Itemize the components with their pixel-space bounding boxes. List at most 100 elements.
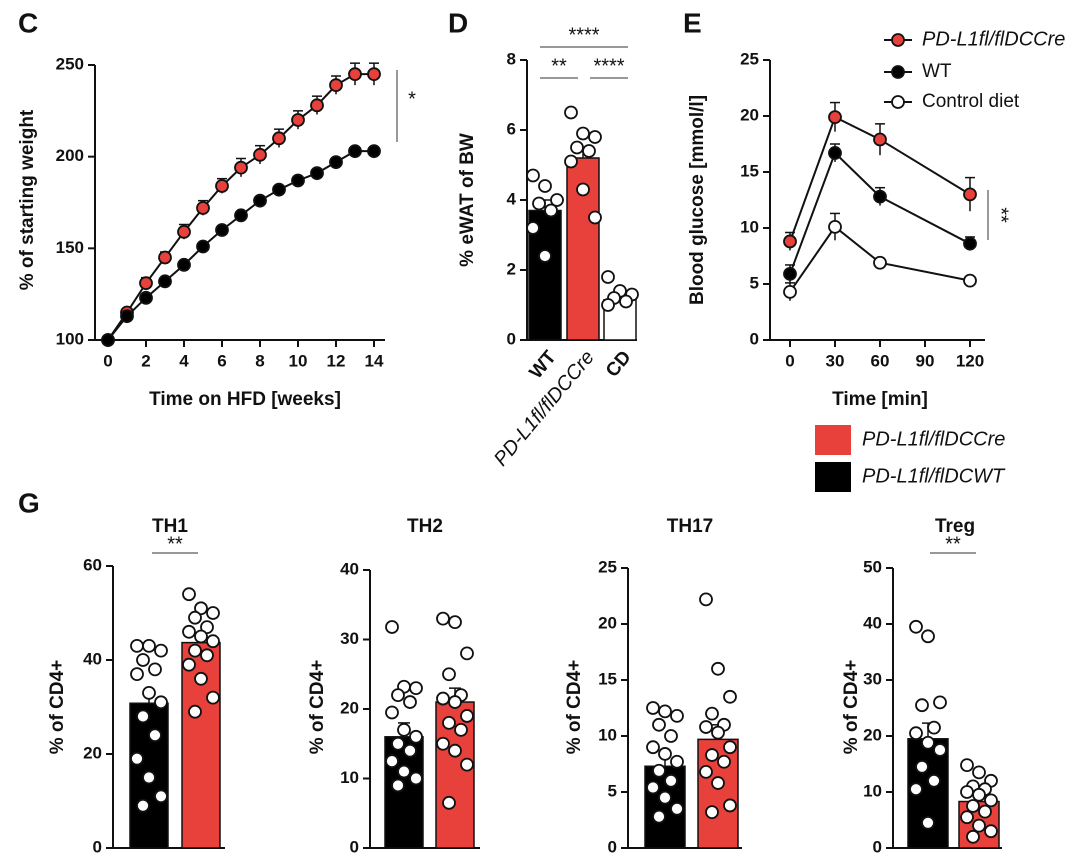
- data-point: [101, 333, 115, 347]
- data-point: [182, 624, 196, 639]
- bar: [435, 701, 475, 849]
- y-axis-label: % of CD4+: [564, 660, 585, 755]
- data-point: [927, 773, 941, 788]
- data-point: [664, 773, 678, 788]
- data-point: [253, 193, 267, 208]
- x-tick-label: 12: [327, 351, 346, 370]
- data-point: [927, 720, 941, 735]
- y-tick-label: 5: [750, 273, 759, 292]
- data-point: [915, 698, 929, 713]
- data-point: [234, 160, 248, 175]
- data-point: [348, 67, 362, 82]
- y-tick-label: 5: [608, 781, 617, 800]
- panel-title: TH17: [667, 516, 713, 537]
- x-tick-label: 120: [956, 351, 984, 370]
- data-point: [436, 611, 450, 626]
- data-point: [139, 290, 153, 305]
- data-point: [460, 646, 474, 661]
- x-tick-label: 0: [103, 351, 112, 370]
- significance-label: **: [551, 55, 567, 77]
- data-point: [699, 592, 713, 607]
- y-tick-label: 0: [93, 837, 102, 856]
- data-point: [646, 701, 660, 715]
- data-point: [188, 704, 202, 719]
- y-axis-label: % eWAT of BW: [457, 133, 478, 267]
- y-tick-label: 20: [863, 725, 882, 744]
- x-tick-label: 0: [785, 351, 794, 370]
- data-point: [699, 764, 713, 779]
- data-point: [711, 725, 725, 740]
- data-point: [966, 799, 980, 813]
- data-point: [206, 606, 220, 620]
- data-point: [272, 182, 286, 197]
- data-point: [538, 249, 552, 263]
- data-point: [873, 132, 887, 147]
- data-point: [403, 695, 417, 709]
- data-point: [177, 257, 191, 272]
- y-tick-label: 40: [863, 613, 882, 632]
- series-line: [107, 150, 374, 341]
- y-tick-label: 200: [56, 146, 84, 165]
- y-tick-label: 0: [608, 837, 617, 856]
- data-point: [723, 689, 737, 704]
- data-point: [972, 818, 986, 833]
- data-point: [436, 691, 450, 706]
- x-tick-label: 60: [871, 351, 890, 370]
- legend-marker: [891, 95, 905, 109]
- data-point: [828, 219, 842, 234]
- y-axis-label: % of CD4+: [841, 660, 862, 755]
- y-tick-label: 150: [56, 238, 84, 257]
- data-point: [711, 661, 725, 676]
- data-point: [136, 709, 150, 724]
- x-tick-label: 8: [255, 351, 264, 370]
- data-point: [409, 729, 423, 744]
- y-tick-label: 60: [83, 555, 102, 574]
- y-tick-label: 2: [507, 259, 516, 278]
- y-tick-label: 30: [340, 629, 359, 648]
- y-tick-label: 0: [350, 837, 359, 856]
- data-point: [972, 787, 986, 802]
- y-tick-label: 10: [863, 781, 882, 800]
- data-point: [194, 671, 208, 686]
- data-point: [933, 695, 947, 710]
- data-point: [921, 735, 935, 750]
- panel-title: Treg: [935, 516, 975, 537]
- data-point: [182, 587, 196, 602]
- series-line: [789, 151, 971, 275]
- data-point: [194, 629, 208, 644]
- x-tick-label: 6: [217, 351, 226, 370]
- y-tick-label: 10: [598, 725, 617, 744]
- data-point: [130, 639, 144, 653]
- significance-label: **: [990, 207, 1012, 223]
- data-point: [783, 267, 797, 281]
- data-point: [188, 643, 202, 658]
- data-point: [723, 740, 737, 755]
- x-tick-label: 90: [916, 351, 935, 370]
- legend-label: Control diet: [922, 91, 1020, 112]
- data-point: [652, 809, 666, 824]
- data-point: [188, 610, 202, 625]
- data-point: [142, 770, 156, 785]
- y-tick-label: 20: [340, 698, 359, 717]
- data-point: [966, 829, 980, 844]
- data-point: [148, 728, 162, 743]
- data-point: [442, 795, 456, 810]
- panel-title: TH2: [407, 516, 443, 537]
- data-point: [120, 309, 134, 324]
- data-point: [658, 790, 672, 805]
- data-point: [915, 759, 929, 774]
- data-point: [646, 780, 660, 795]
- data-point: [154, 695, 168, 710]
- data-point: [564, 154, 578, 169]
- data-point: [367, 67, 381, 82]
- series-line: [789, 225, 971, 293]
- legend-label: PD-L1fl/flDCCre: [922, 28, 1065, 50]
- data-point: [142, 639, 156, 653]
- data-point: [215, 223, 229, 237]
- x-tick-label: 2: [141, 351, 150, 370]
- data-point: [158, 274, 172, 289]
- panel-label: C: [18, 7, 38, 38]
- y-tick-label: 0: [507, 329, 516, 348]
- data-point: [391, 688, 405, 702]
- data-point: [130, 751, 144, 766]
